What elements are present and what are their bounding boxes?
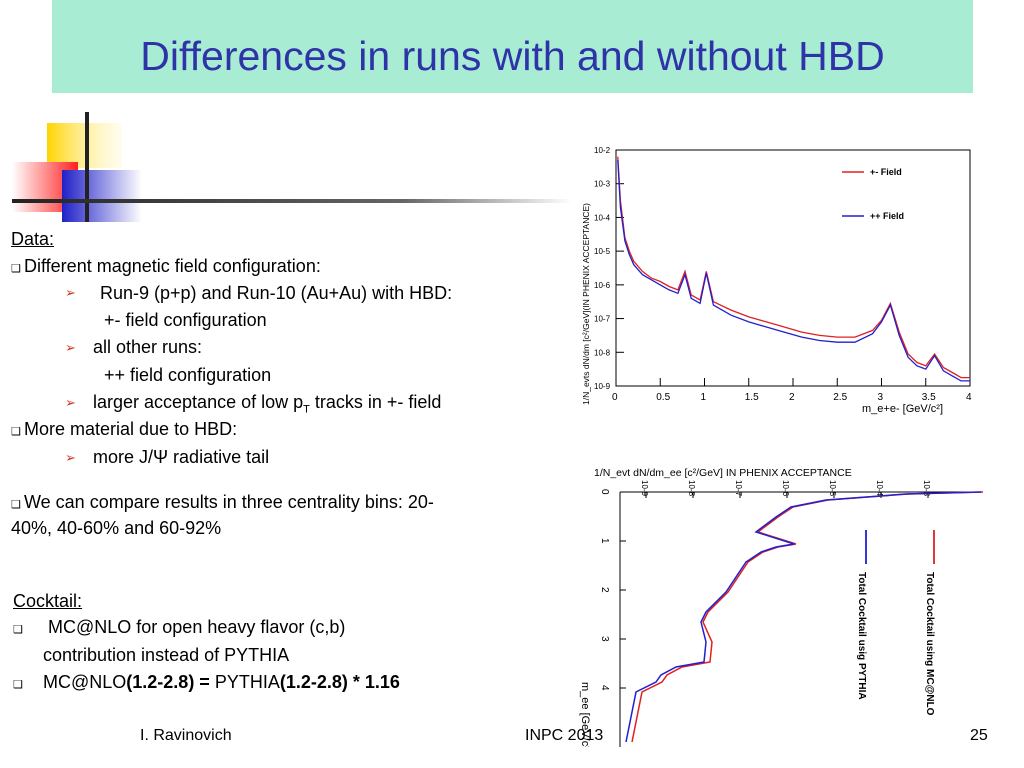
chart2-top-tick-label: 10-9 bbox=[640, 480, 649, 497]
legend-mcnlo: Total Cocktail using MC@NLO bbox=[924, 572, 935, 716]
chart2-top-tick-label: 10-5 bbox=[828, 480, 837, 497]
chart2-left-tick-label: 0 bbox=[599, 489, 610, 495]
chart2-left-tick-label: 4 bbox=[599, 685, 610, 691]
y-tick-label: 10-3 bbox=[594, 180, 611, 189]
legend-pythia: Total Cocktail usig PYTHIA bbox=[856, 572, 867, 700]
x-tick-label: 2 bbox=[789, 392, 795, 403]
x-tick-label: 3 bbox=[878, 392, 884, 403]
chart2-top-tick-label: 10-7 bbox=[734, 480, 743, 497]
x-tick-label: 4 bbox=[966, 392, 972, 403]
slide-number: 25 bbox=[970, 727, 988, 744]
square-bullet-icon: ❑ bbox=[11, 263, 21, 275]
legend-plus-plus-field: ++ Field bbox=[870, 211, 904, 221]
bullet-more-material: ❑ More material due to HBD: bbox=[11, 419, 237, 442]
y-tick-label: 10-2 bbox=[594, 146, 611, 155]
square-bullet-icon: ❑ bbox=[11, 499, 21, 511]
bullet-mcnlo: ❑ MC@NLO for open heavy flavor (c,b) bbox=[13, 617, 345, 640]
title-bar: Differences in runs with and without HBD bbox=[52, 0, 973, 93]
x-tick-label: 0.5 bbox=[656, 392, 670, 403]
series-line-mcnlo bbox=[631, 491, 984, 743]
x-tick-label: 1.5 bbox=[745, 392, 759, 403]
chart2-left-tick-label: 1 bbox=[599, 538, 610, 544]
x-tick-label: 0 bbox=[612, 392, 618, 403]
arrow-bullet-icon: ➢ bbox=[65, 340, 76, 355]
bullet-mcnlo-pythia-scale: ❑ MC@NLO(1.2-2.8) = PYTHIA(1.2-2.8) * 1.1… bbox=[13, 672, 400, 695]
footer-author: I. Ravinovich bbox=[140, 727, 232, 744]
chart2-x-axis-label: m_ee [GeV/c²] bbox=[579, 682, 591, 747]
square-bullet-icon: ❑ bbox=[11, 426, 21, 438]
y-axis-label: 1/N_evts dN/dm [c²/GeV](IN PHENIX ACCEPT… bbox=[581, 203, 591, 405]
slide-title: Differences in runs with and without HBD bbox=[140, 33, 885, 79]
arrow-bullet-icon: ➢ bbox=[65, 450, 76, 465]
data-label: Data: bbox=[11, 229, 55, 249]
chart2-top-tick-label: 10-8 bbox=[687, 480, 696, 497]
y-tick-label: 10-4 bbox=[594, 213, 611, 222]
square-bullet-icon: ❑ bbox=[13, 624, 23, 636]
square-bullet-icon: ❑ bbox=[13, 679, 23, 691]
footer-conference: INPC 2013 bbox=[525, 727, 604, 744]
bullet-larger-acceptance: larger acceptance of low pT tracks in +-… bbox=[93, 392, 442, 416]
chart-mass-spectrum-field: 10-9 10-8 10-7 10-6 10-5 10-4 10-3 10-2 0 0.5 1 1.… bbox=[581, 146, 972, 415]
arrow-bullet-icon: ➢ bbox=[65, 285, 76, 300]
series-line-plus-minus-field bbox=[617, 156, 970, 379]
bullet-centrality-bins: ❑ We can compare results in three central… bbox=[11, 492, 434, 515]
chart2-top-tick-label: 10-6 bbox=[781, 480, 790, 497]
x-tick-label: 2.5 bbox=[833, 392, 847, 403]
x-axis-label: m_e+e- [GeV/c²] bbox=[862, 403, 943, 415]
y-tick-label: 10-9 bbox=[594, 382, 611, 391]
arrow-bullet-icon: ➢ bbox=[65, 395, 76, 410]
bullet-magnetic-field: ❑ Different magnetic field configuration: bbox=[11, 256, 321, 279]
series-line-pythia bbox=[625, 491, 982, 743]
chart2-left-tick-label: 2 bbox=[599, 587, 610, 593]
bullet-run9-run10: Run-9 (p+p) and Run-10 (Au+Au) with HBD: bbox=[100, 283, 453, 303]
chart2-top-tick-label: 10-3 bbox=[922, 480, 931, 497]
cocktail-label: Cocktail: bbox=[13, 591, 83, 611]
decorative-squares bbox=[12, 112, 572, 222]
bullet-mcnlo-cont: contribution instead of PYTHIA bbox=[43, 645, 290, 665]
y-tick-label: 10-7 bbox=[594, 315, 611, 324]
chart2-top-tick-label: 10-4 bbox=[875, 480, 884, 497]
plot-frame bbox=[615, 149, 971, 387]
bullet-plus-plus-config: ++ field configuration bbox=[104, 365, 272, 385]
bullet-centrality-bins-cont: 40%, 40-60% and 60-92% bbox=[11, 518, 222, 538]
series-line-plus-plus-field bbox=[617, 160, 970, 382]
chart2-y-axis-label: 1/N_evt dN/dm_ee [c²/GeV] IN PHENIX ACCE… bbox=[594, 467, 852, 479]
y-tick-label: 10-5 bbox=[594, 247, 611, 256]
legend-plus-minus-field: +- Field bbox=[870, 167, 902, 177]
chart2-left-tick-label: 3 bbox=[599, 636, 610, 642]
bullet-plus-minus-config: +- field configuration bbox=[104, 310, 267, 330]
bullet-radiative-tail: more J/Ψ radiative tail bbox=[93, 447, 270, 467]
y-tick-label: 10-8 bbox=[594, 348, 611, 357]
y-tick-label: 10-6 bbox=[594, 281, 611, 290]
x-tick-label: 1 bbox=[701, 392, 707, 403]
bullet-other-runs: all other runs: bbox=[93, 337, 203, 357]
x-tick-label: 3.5 bbox=[922, 392, 936, 403]
chart-cocktail-comparison: 1/N_evt dN/dm_ee [c²/GeV] IN PHENIX ACCE… bbox=[579, 467, 984, 747]
